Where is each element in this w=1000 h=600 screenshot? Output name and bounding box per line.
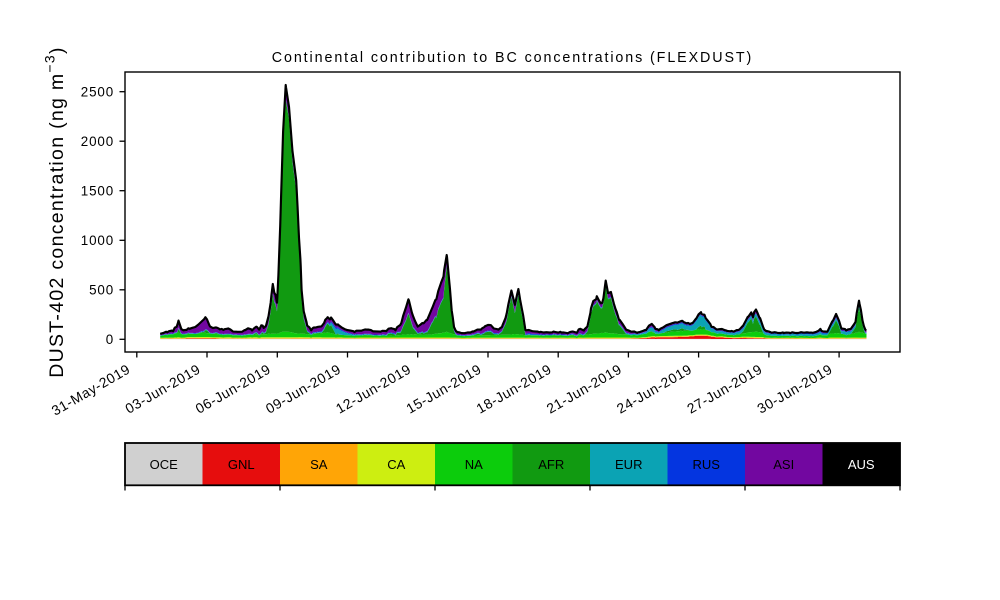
svg-text:SA: SA <box>310 457 328 472</box>
svg-text:AUS: AUS <box>848 457 875 472</box>
svg-text:ASI: ASI <box>773 457 794 472</box>
svg-text:RUS: RUS <box>693 457 721 472</box>
svg-text:OCE: OCE <box>150 457 179 472</box>
svg-text:DUST-402 concentration (ng m−3: DUST-402 concentration (ng m−3) <box>42 46 69 378</box>
svg-text:500: 500 <box>89 283 114 298</box>
svg-text:AFR: AFR <box>538 457 564 472</box>
svg-text:2500: 2500 <box>81 85 114 100</box>
svg-text:GNL: GNL <box>228 457 255 472</box>
svg-text:EUR: EUR <box>615 457 642 472</box>
svg-text:NA: NA <box>465 457 483 472</box>
svg-text:0: 0 <box>106 332 114 347</box>
svg-text:CA: CA <box>387 457 405 472</box>
svg-text:2000: 2000 <box>81 134 114 149</box>
svg-text:Continental contribution to BC: Continental contribution to BC concentra… <box>272 50 753 66</box>
svg-text:1000: 1000 <box>81 233 114 248</box>
svg-text:1500: 1500 <box>81 184 114 199</box>
